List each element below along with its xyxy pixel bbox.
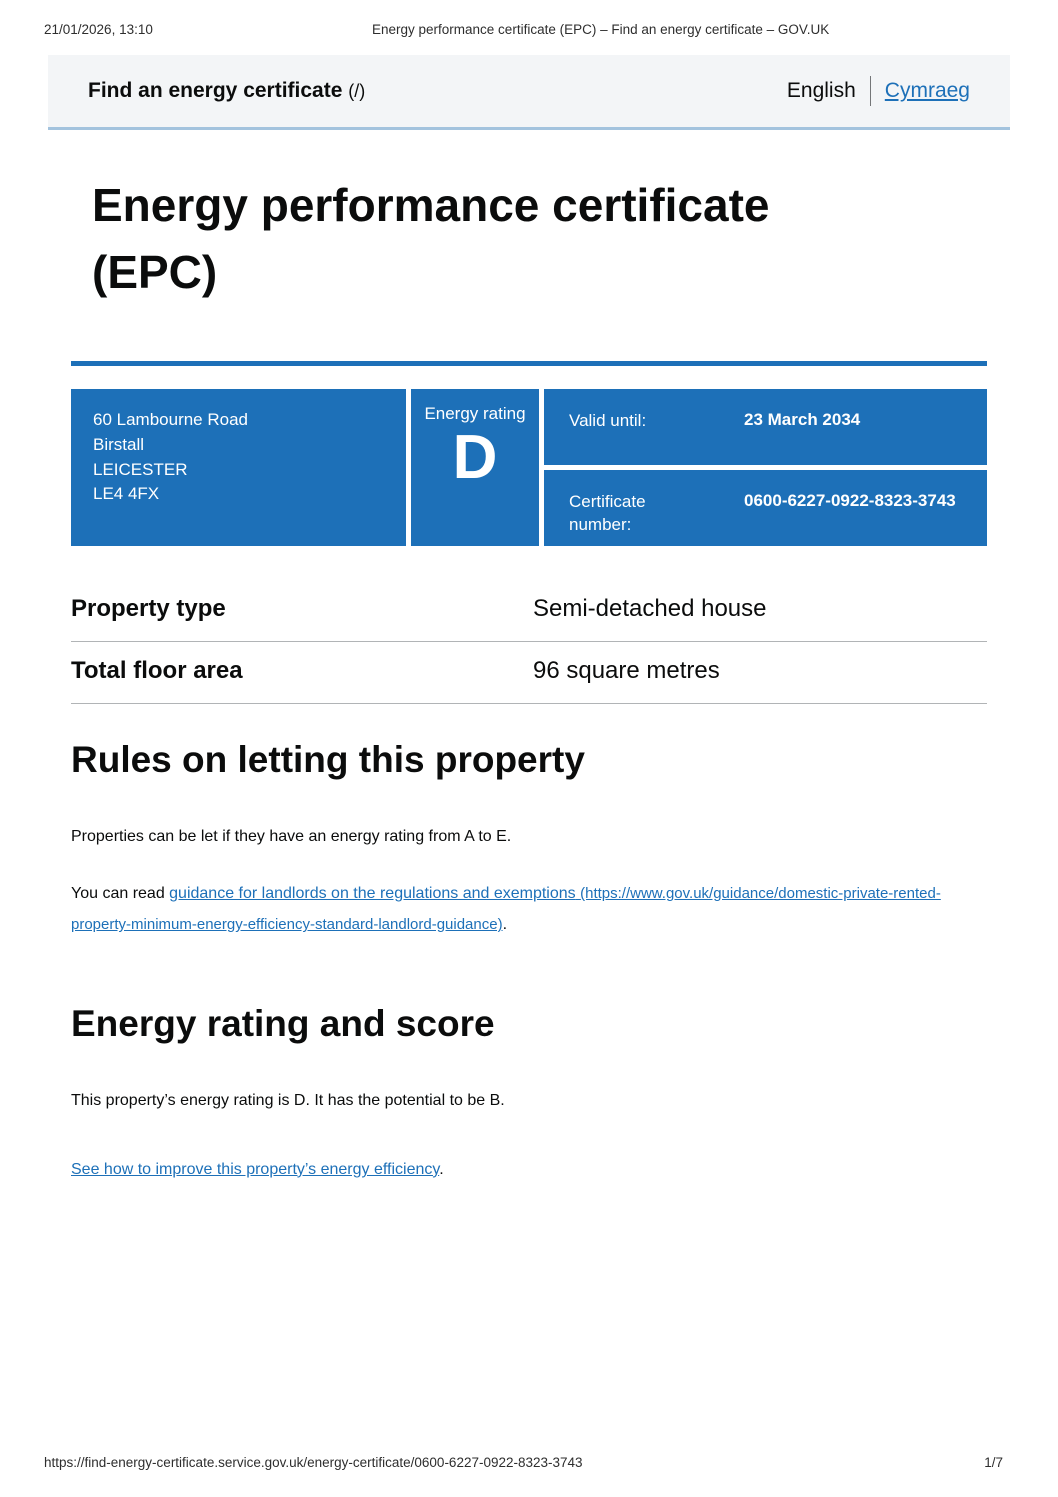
page: Find an energy certificate (/) English C… [48, 55, 1010, 1185]
certificate-number-label: Certificate number: [569, 492, 646, 535]
paragraph-prefix: You can read [71, 884, 170, 902]
main-content: Energy performance certificate (EPC) 60 … [71, 172, 987, 1185]
property-address: 60 Lambourne Road Birstall LEICESTER LE4… [71, 389, 406, 547]
landlord-guidance-link[interactable]: guidance for landlords on the regulation… [71, 885, 941, 933]
print-page-indicator: 1/7 [984, 1455, 1003, 1470]
service-href-note: (/) [348, 81, 366, 101]
language-current: English [786, 79, 856, 102]
rules-section-heading: Rules on letting this property [71, 739, 585, 781]
landlord-guidance-link-url: (https://www.gov.uk/guidance/domestic-pr… [71, 884, 941, 934]
total-floor-area-label: Total floor area [71, 657, 243, 685]
valid-until-label: Valid until: [569, 411, 647, 431]
rating-paragraph: This property’s energy rating is D. It h… [71, 1091, 505, 1109]
service-name-link[interactable]: Find an energy certificate (/) [88, 79, 365, 103]
language-link-cymraeg[interactable]: Cymraeg [884, 79, 970, 102]
table-row: Total floor area 96 square metres [71, 642, 987, 705]
address-line: 60 Lambourne Road [93, 410, 249, 430]
valid-until-row: Valid until: 23 March 2034 [544, 389, 987, 466]
page-title: Energy performance certificate (EPC) [92, 172, 987, 305]
property-type-label: Property type [71, 595, 226, 623]
print-footer-url: https://find-energy-certificate.service.… [44, 1455, 583, 1470]
certificate-meta-panel: Valid until: 23 March 2034 Certificate n… [544, 389, 987, 547]
improve-efficiency-link[interactable]: See how to improve this property’s energ… [71, 1160, 440, 1178]
language-switcher: English Cymraeg [787, 76, 970, 106]
valid-until-value: 23 March 2034 [744, 410, 861, 430]
address-line: LE4 4FX [93, 484, 160, 504]
epc-summary-box: 60 Lambourne Road Birstall LEICESTER LE4… [71, 389, 987, 547]
energy-rating-value: D [452, 423, 498, 493]
paragraph-suffix: . [502, 916, 508, 934]
rules-paragraph: Properties can be let if they have an en… [71, 827, 512, 845]
property-facts-table: Property type Semi-detached house Total … [71, 580, 987, 705]
service-name-text: Find an energy certificate [88, 79, 343, 102]
service-header: Find an energy certificate (/) English C… [48, 55, 1010, 130]
page-title-line1: Energy performance certificate [92, 179, 770, 231]
certificate-number-row: Certificate number: 0600-6227-0922-8323-… [544, 470, 987, 547]
landlord-guidance-paragraph: You can read guidance for landlords on t… [71, 878, 987, 940]
property-type-value: Semi-detached house [533, 595, 767, 623]
landlord-guidance-link-text: guidance for landlords on the regulation… [169, 884, 576, 902]
table-row: Property type Semi-detached house [71, 580, 987, 643]
total-floor-area-value: 96 square metres [533, 657, 720, 685]
address-line: Birstall [93, 435, 145, 455]
address-line: LEICESTER [93, 459, 188, 479]
print-datetime: 21/01/2026, 13:10 [44, 22, 153, 37]
energy-rating-panel: Energy rating D [411, 389, 539, 547]
language-separator [869, 76, 871, 106]
energy-rating-label: Energy rating [424, 404, 526, 424]
rating-section-heading: Energy rating and score [71, 1003, 495, 1045]
page-title-line2: (EPC) [92, 245, 218, 298]
paragraph-suffix: . [439, 1160, 444, 1178]
certificate-number-value: 0600-6227-0922-8323-3743 [744, 491, 956, 511]
improve-efficiency-paragraph: See how to improve this property’s energ… [71, 1154, 987, 1185]
section-divider-rule [71, 361, 987, 367]
print-document-title: Energy performance certificate (EPC) – F… [372, 22, 830, 37]
